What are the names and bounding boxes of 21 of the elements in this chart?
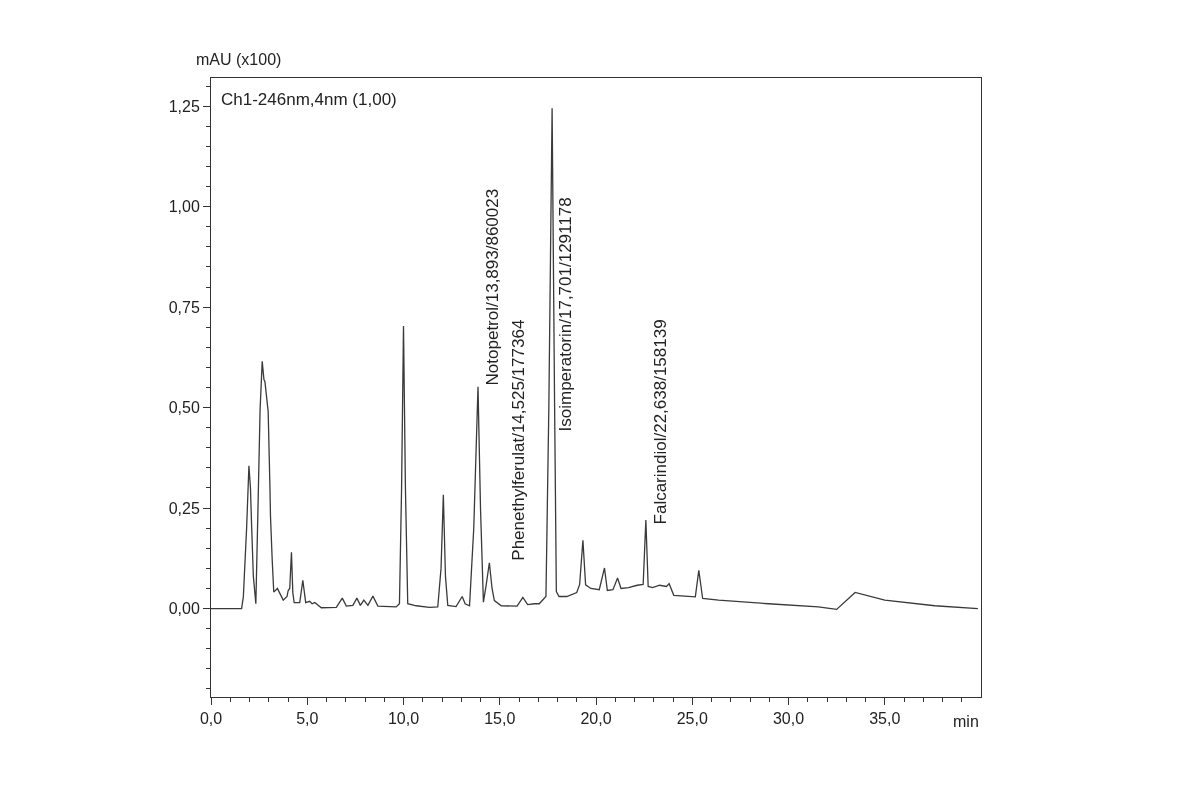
y-tick-label: 0,00 (168, 600, 200, 618)
x-tick-label: 5,0 (296, 710, 319, 728)
y-tick-label: 0,75 (168, 298, 200, 316)
annotation: Falcarindiol/22,638/158139 (651, 319, 671, 525)
x-tick-label: 0,0 (199, 710, 223, 728)
y-tick-label: 0,25 (168, 499, 200, 517)
annotation: Isoimperatorin/17,701/1291178 (556, 197, 576, 432)
annotation: Notopetrol/13,893/860023 (483, 188, 503, 386)
x-tick-label: 10,0 (387, 710, 420, 728)
y-tick-label: 1,25 (168, 97, 200, 115)
x-tick-label: 35,0 (869, 710, 901, 728)
x-axis-title: min (953, 713, 979, 730)
y-tick-label: 1,00 (168, 198, 200, 216)
annotation: Phenethylferulat/14,525/177364 (509, 319, 529, 561)
y-tick-label: 0,50 (168, 399, 200, 417)
annotation: Ch1-246nm,4nm (1,00) (221, 90, 397, 109)
x-tick-label: 30,0 (772, 710, 805, 728)
x-tick-label: 15,0 (484, 710, 516, 728)
x-tick-label: 20,0 (580, 710, 612, 728)
x-tick-label: 25,0 (676, 710, 708, 728)
y-axis-title: mAU (x100) (196, 51, 282, 68)
